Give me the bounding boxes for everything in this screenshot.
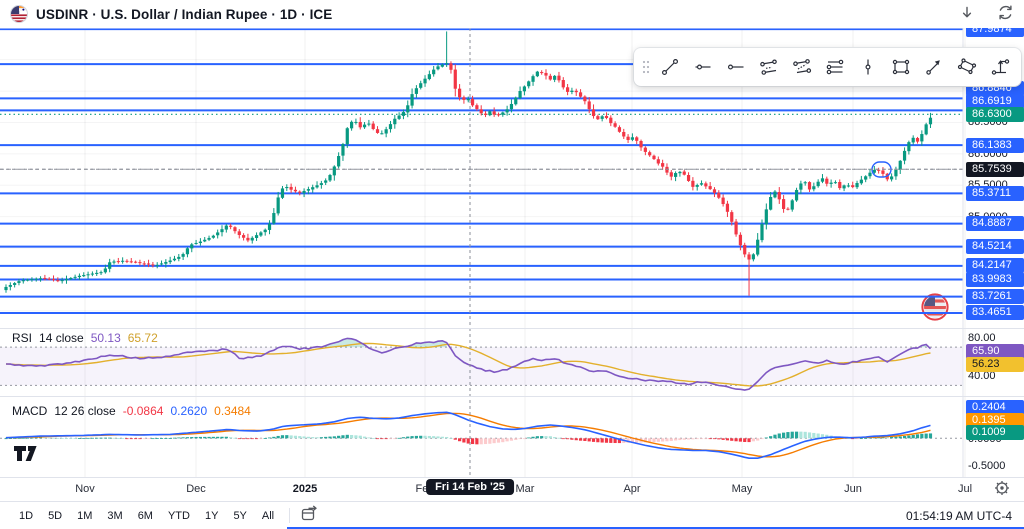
macd-hist-value: -0.0864 — [122, 404, 164, 418]
time-axis-label-Mar[interactable]: Mar — [515, 483, 535, 495]
price-range-icon — [991, 59, 1010, 75]
price-badge-84.5214: 84.5214 — [966, 239, 1024, 255]
vertical-line-icon — [865, 59, 871, 75]
price-badge-84.8887: 84.8887 — [966, 216, 1024, 232]
macd-hist-badge: 0.1009 — [966, 425, 1024, 441]
rsi-tick-80: 80.00 — [968, 331, 996, 344]
main-price-pane — [0, 28, 963, 314]
rsi-indicator-label: RSI 14 close 50.13 65.72 — [12, 331, 158, 345]
flat-top-bottom-icon — [826, 59, 844, 75]
time-axis-label-Jun[interactable]: Jun — [844, 483, 862, 495]
tool-flat-top-bottom[interactable] — [820, 52, 850, 82]
horizontal-line-icon — [695, 64, 711, 70]
tool-price-range[interactable] — [985, 52, 1015, 82]
drawing-toolbar[interactable] — [634, 48, 1021, 86]
macd-pane — [0, 411, 963, 460]
price-badge-86.6300: 86.6300 — [966, 106, 1024, 122]
price-badge-83.4651: 83.4651 — [966, 305, 1024, 321]
rsi-ma-badge: 56.23 — [966, 356, 1024, 372]
time-axis-label-Nov[interactable]: Nov — [75, 483, 95, 495]
price-badge-83.7261: 83.7261 — [966, 289, 1024, 305]
toolbar-divider — [289, 508, 291, 523]
arrow-marker-icon — [926, 60, 940, 75]
range-button-5D[interactable]: 5D — [41, 507, 69, 525]
symbol-title[interactable]: USDINR · U.S. Dollar / Indian Rupee · 1D… — [36, 6, 333, 22]
macd-signal-value: 0.3484 — [214, 404, 251, 418]
macd-signal-badge: 0.1395 — [966, 412, 1024, 428]
tool-parallel-channel[interactable] — [754, 52, 784, 82]
tradingview-logo[interactable] — [13, 445, 41, 462]
range-button-6M[interactable]: 6M — [131, 507, 160, 525]
rsi-value: 50.13 — [90, 331, 121, 345]
rsi-name[interactable]: RSI — [12, 331, 33, 345]
range-toolbar: 1D 5D 1M 3M 6M YTD 1Y 5Y All 01:54:19 AM UTC-4 — [0, 501, 1024, 529]
range-button-1D[interactable]: 1D — [12, 507, 40, 525]
range-button-All[interactable]: All — [255, 507, 281, 525]
rsi-badge: 65.90 — [966, 343, 1024, 359]
refresh-button[interactable] — [993, 2, 1018, 26]
price-badge-83.9983: 83.9983 — [966, 272, 1024, 288]
us-india-flag-icon — [10, 5, 28, 23]
disjoint-channel-icon — [793, 59, 812, 74]
macd-line-value: 0.2620 — [170, 404, 208, 418]
tool-trend-line[interactable] — [655, 52, 685, 82]
time-axis-label-2025[interactable]: 2025 — [292, 483, 318, 495]
trend-line-icon — [661, 58, 679, 76]
rsi-ma-value: 65.72 — [127, 331, 158, 345]
tool-rotated-rectangle[interactable] — [952, 52, 982, 82]
clock-label[interactable]: 01:54:19 AM UTC-4 — [905, 508, 1012, 523]
horizontal-ray-icon — [727, 64, 744, 70]
candlestick-series — [4, 31, 933, 296]
macd-line-badge: 0.2404 — [966, 400, 1024, 416]
tool-horizontal-line[interactable] — [688, 52, 718, 82]
crosshair-date-tooltip: Fri 14 Feb '25 — [426, 479, 514, 495]
go-to-date-button[interactable] — [298, 503, 320, 528]
tool-disjoint-channel[interactable] — [787, 52, 817, 82]
price-badge-86.6919: 86.6919 — [966, 93, 1024, 109]
toolbar-drag-handle-icon[interactable] — [640, 54, 652, 80]
rectangle-icon — [892, 59, 910, 75]
refresh-icon — [999, 5, 1012, 20]
time-axis-label-Dec[interactable]: Dec — [186, 483, 206, 495]
price-badge-86.1383: 86.1383 — [966, 137, 1024, 153]
price-badge-85.3711: 85.3711 — [966, 185, 1024, 201]
bottom-accent-strip — [287, 527, 1024, 529]
macd-name[interactable]: MACD — [12, 404, 48, 418]
macd-line — [5, 411, 931, 460]
tool-arrow-marker[interactable] — [919, 52, 949, 82]
range-button-1M[interactable]: 1M — [70, 507, 99, 525]
range-button-5Y[interactable]: 5Y — [226, 507, 253, 525]
time-axis-label-Apr[interactable]: Apr — [623, 483, 641, 495]
time-axis-label-Jul[interactable]: Jul — [957, 483, 973, 495]
rsi-pane — [0, 337, 963, 391]
tool-rectangle[interactable] — [886, 52, 916, 82]
price-badge-85.7539: 85.7539 — [966, 161, 1024, 177]
range-button-1Y[interactable]: 1Y — [198, 507, 225, 525]
tool-horizontal-ray[interactable] — [721, 52, 751, 82]
range-button-YTD[interactable]: YTD — [161, 507, 197, 525]
rsi-line — [5, 337, 932, 391]
tool-vertical-line[interactable] — [853, 52, 883, 82]
rsi-params: 14 close — [39, 331, 84, 345]
download-button[interactable] — [955, 3, 979, 26]
time-axis-label-May[interactable]: May — [731, 483, 753, 495]
chart-header: USDINR · U.S. Dollar / Indian Rupee · 1D… — [0, 0, 1024, 28]
macd-tick-neg: -0.5000 — [968, 460, 1006, 472]
rsi-tick-40: 40.00 — [968, 369, 996, 382]
range-buttons: 1D 5D 1M 3M 6M YTD 1Y 5Y All — [12, 507, 281, 525]
parallel-channel-icon — [760, 59, 777, 75]
settings-gear-icon[interactable] — [994, 480, 1010, 499]
price-badge-84.2147: 84.2147 — [966, 258, 1024, 274]
macd-indicator-label: MACD 12 26 close -0.0864 0.2620 0.3484 — [12, 404, 251, 418]
rotated-rectangle-icon — [957, 58, 977, 75]
macd-params: 12 26 close — [54, 404, 116, 418]
go-to-date-calendar-icon — [301, 505, 317, 521]
range-button-3M[interactable]: 3M — [100, 507, 129, 525]
download-arrow-icon — [962, 6, 972, 17]
